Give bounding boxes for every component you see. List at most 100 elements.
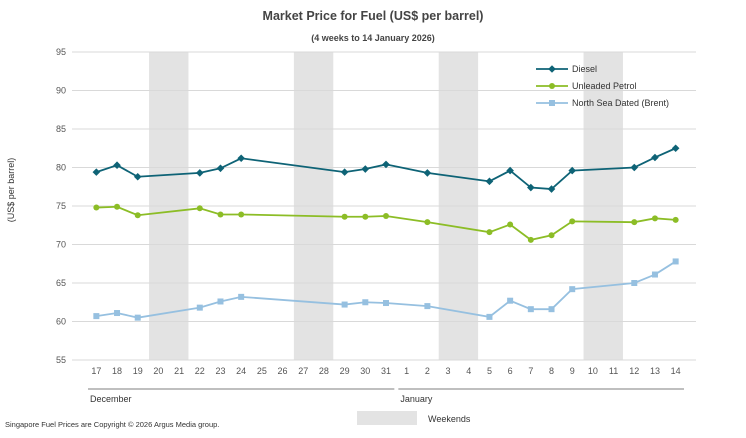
y-tick-label: 60 [56,317,66,327]
x-tick-label: 31 [381,366,391,376]
month-label: December [90,394,132,404]
x-tick-label: 1 [404,366,409,376]
diesel-point [195,169,204,177]
unleaded-petrol-point [217,211,224,218]
north-sea-dated-brent-point [569,286,576,293]
x-tick-label: 26 [278,366,288,376]
x-axis-ticks: 17 18 19 20 21 22 23 24 25 26 27 28 29 30 31 1 2 3 4 5 6 7 8 9 1… [91,366,680,376]
legend-marker-diesel [548,65,556,73]
x-tick-label: 19 [133,366,143,376]
y-tick-label: 80 [56,163,66,173]
unleaded-petrol-point [631,219,638,226]
month-label: January [400,394,433,404]
legend-label-unleaded-petrol: Unleaded Petrol [572,81,637,91]
x-tick-label: 14 [671,366,681,376]
legend-marker-unleaded-petrol [549,83,555,89]
north-sea-dated-brent-line [96,260,677,319]
north-sea-dated-brent-point [196,304,203,311]
chart-subtitle: (4 weeks to 14 January 2026) [311,33,435,43]
month-labels: December January [88,388,684,404]
unleaded-petrol-point [672,216,679,223]
x-tick-label: 5 [487,366,492,376]
unleaded-petrol-point [341,213,348,220]
x-tick-label: 21 [174,366,184,376]
x-tick-label: 25 [257,366,267,376]
x-tick-label: 18 [112,366,122,376]
north-sea-dated-brent-point [424,303,431,310]
diesel-point [113,161,121,169]
x-tick-label: 29 [340,366,350,376]
gridlines [72,51,696,361]
x-tick-label: 12 [629,366,639,376]
diesel-point [485,177,494,186]
unleaded-petrol-point [569,218,576,225]
weekend-legend-label: Weekends [428,414,471,424]
north-sea-dated-brent-point [93,313,100,320]
unleaded-petrol-point [114,203,121,210]
series-diesel [92,144,680,193]
unleaded-petrol-point [548,232,555,239]
x-tick-label: 9 [570,366,575,376]
legend-label-diesel: Diesel [572,64,597,74]
x-tick-label: 20 [153,366,163,376]
unleaded-petrol-point [238,211,245,218]
unleaded-petrol-line [96,205,676,241]
north-sea-dated-brent-point [548,306,555,313]
north-sea-dated-brent-point [672,258,679,265]
north-sea-dated-brent-point [217,298,224,305]
x-tick-label: 27 [298,366,308,376]
x-tick-label: 22 [195,366,205,376]
y-tick-label: 90 [56,86,66,96]
y-axis-ticks: 55 60 65 70 75 80 85 90 95 [56,47,66,365]
x-tick-label: 13 [650,366,660,376]
legend: Diesel Unleaded Petrol North Sea Dated (Br… [536,64,669,108]
unleaded-petrol-point [93,204,100,211]
x-tick-label: 8 [549,366,554,376]
x-tick-label: 17 [91,366,101,376]
north-sea-dated-brent-point [383,300,389,307]
diesel-point [340,168,349,176]
y-axis-label: (US$ per barrel) [6,158,16,223]
weekend-legend-swatch [357,411,417,425]
north-sea-dated-brent-point [238,293,245,300]
unleaded-petrol-point [362,213,369,220]
y-tick-label: 85 [56,124,66,134]
diesel-point [527,183,535,192]
diesel-point [382,160,390,169]
x-tick-label: 30 [360,366,370,376]
diesel-point [361,165,370,173]
chart-title: Market Price for Fuel (US$ per barrel) [263,9,484,23]
x-tick-label: 23 [215,366,225,376]
x-tick-label: 7 [528,366,533,376]
north-sea-dated-brent-point [341,301,348,308]
unleaded-petrol-point [383,213,389,220]
north-sea-dated-brent-point [362,299,369,306]
legend-label-north-sea-dated-brent: North Sea Dated (Brent) [572,98,669,108]
north-sea-dated-brent-point [651,271,658,278]
y-tick-label: 70 [56,240,66,250]
unleaded-petrol-point [134,212,141,219]
diesel-point [423,169,432,177]
series-north-sea-dated-brent [93,258,679,321]
y-tick-label: 65 [56,278,66,288]
diesel-point [547,185,556,193]
copyright-footer: Singapore Fuel Prices are Copyright © 20… [5,420,219,429]
diesel-point [237,154,245,163]
diesel-point [216,164,225,173]
north-sea-dated-brent-point [507,297,514,304]
x-tick-label: 28 [319,366,329,376]
unleaded-petrol-point [651,215,658,222]
series-lines [92,144,680,321]
north-sea-dated-brent-point [527,306,534,313]
unleaded-petrol-point [196,205,203,212]
north-sea-dated-brent-point [134,314,141,321]
y-tick-label: 75 [56,201,66,211]
y-tick-label: 55 [56,355,66,365]
diesel-line [96,147,677,190]
x-tick-label: 6 [508,366,513,376]
north-sea-dated-brent-point [486,313,493,320]
diesel-point [133,172,142,181]
x-tick-label: 3 [446,366,451,376]
north-sea-dated-brent-point [114,310,121,317]
